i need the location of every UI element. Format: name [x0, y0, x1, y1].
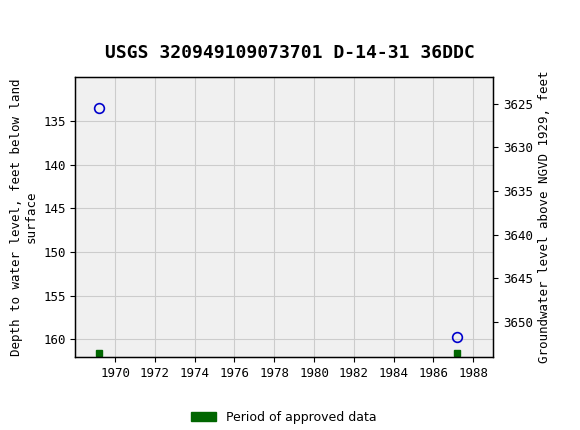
Text: ≡USGS: ≡USGS [12, 16, 78, 36]
Text: USGS 320949109073701 D-14-31 36DDC: USGS 320949109073701 D-14-31 36DDC [105, 44, 475, 62]
Legend: Period of approved data: Period of approved data [186, 406, 382, 429]
Y-axis label: Groundwater level above NGVD 1929, feet: Groundwater level above NGVD 1929, feet [538, 71, 551, 363]
Y-axis label: Depth to water level, feet below land
surface: Depth to water level, feet below land su… [10, 78, 38, 356]
